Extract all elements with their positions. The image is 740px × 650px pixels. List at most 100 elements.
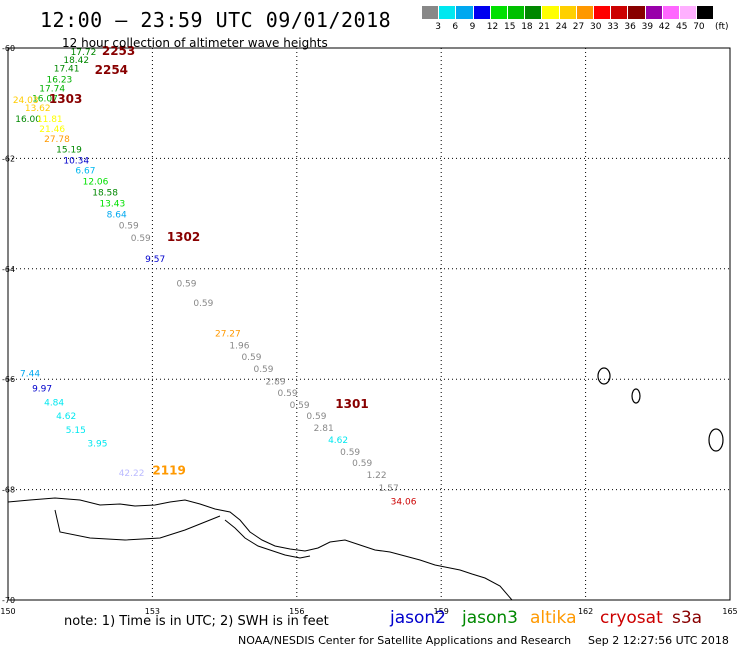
wave-height-label: 6.67 — [75, 166, 95, 176]
pass-time-label: 1302 — [167, 230, 200, 244]
wave-height-label: 1.22 — [367, 471, 387, 481]
color-scale-label: 24 — [555, 22, 568, 32]
wave-height-label: 10.34 — [63, 157, 89, 167]
wave-height-label: 4.62 — [56, 412, 76, 422]
color-scale-swatch — [645, 6, 662, 19]
wave-height-label: 7.44 — [20, 370, 40, 380]
color-scale-swatch — [542, 6, 559, 19]
map-frame — [7, 47, 731, 601]
wave-height-label: 12.06 — [83, 177, 109, 187]
wave-height-label: 4.84 — [44, 398, 64, 408]
color-scale-label: 33 — [607, 22, 619, 32]
wave-height-label: 27.27 — [215, 329, 241, 339]
lat-tick-label: -60 — [2, 44, 15, 53]
island-outline — [631, 388, 641, 404]
wave-height-label: 0.59 — [278, 389, 298, 399]
wave-height-label: 11.81 — [37, 115, 63, 125]
pass-time-label: 1303 — [49, 92, 82, 106]
lon-tick-label: 153 — [145, 607, 160, 616]
satellite-legend-altika: altika — [530, 608, 577, 628]
satellite-legend-jason2: jason2 — [390, 608, 446, 628]
lon-tick-label: 162 — [578, 607, 593, 616]
wave-height-label: 0.59 — [253, 365, 273, 375]
lon-tick-label: 156 — [289, 607, 304, 616]
wave-height-label: 1.96 — [229, 341, 249, 351]
color-scale-swatch — [628, 6, 645, 19]
wave-height-label: 16.07 — [32, 95, 58, 105]
wave-height-label: 13.62 — [25, 104, 51, 114]
wave-height-label: 21.46 — [39, 125, 65, 135]
color-scale-swatch — [422, 6, 439, 19]
island-outline — [708, 428, 724, 452]
wave-height-label: 17.74 — [39, 85, 65, 95]
satellite-legend-cryosat: cryosat — [600, 608, 663, 628]
page-subtitle: 12 hour collection of altimeter wave hei… — [62, 36, 328, 50]
color-scale-label: 27 — [572, 22, 585, 32]
color-scale-label: 9 — [469, 22, 476, 32]
wave-height-label: 0.59 — [119, 222, 139, 232]
lat-tick-label: -64 — [2, 265, 15, 274]
wave-height-label: 0.59 — [131, 234, 151, 244]
page-title: 12:00 – 23:59 UTC 09/01/2018 — [40, 8, 392, 32]
color-scale-swatch — [680, 6, 697, 19]
ice-shelf-edge — [54, 509, 221, 541]
color-scale-label: 15 — [504, 22, 516, 32]
color-scale-swatch — [508, 6, 525, 19]
lat-tick-label: -70 — [2, 596, 15, 605]
color-scale-label: 18 — [521, 22, 533, 32]
wave-height-label: 0.59 — [290, 401, 310, 411]
wave-height-label: 18.42 — [63, 56, 89, 66]
wave-height-label: 0.59 — [241, 353, 261, 363]
color-scale-swatch — [594, 6, 611, 19]
wave-height-label: 3.95 — [87, 440, 107, 450]
wave-height-label: 0.59 — [352, 459, 372, 469]
color-scale-label: 30 — [590, 22, 602, 32]
wave-height-label: 9.57 — [145, 255, 165, 265]
wave-height-label: 15.19 — [56, 145, 82, 155]
satellite-legend-s3a: s3a — [672, 608, 703, 628]
lon-tick-label: 150 — [0, 607, 15, 616]
wave-height-label: 0.59 — [340, 448, 360, 458]
wave-height-label: 16.23 — [47, 75, 73, 85]
color-scale-swatch — [662, 6, 679, 19]
lat-tick-label: -62 — [2, 154, 15, 163]
wave-height-label: 8.64 — [107, 211, 127, 221]
wave-height-label: 0.59 — [193, 299, 213, 309]
color-scale-label: 39 — [641, 22, 654, 32]
color-scale-swatch — [576, 6, 593, 19]
wave-height-label: 2.89 — [266, 377, 286, 387]
wave-height-label: 1.57 — [379, 484, 399, 494]
wave-height-label: 17.72 — [71, 48, 97, 58]
wave-height-label: 2.81 — [314, 424, 334, 434]
color-scale-label: 45 — [676, 22, 688, 32]
color-scale-label: 42 — [658, 22, 671, 32]
color-scale-swatch — [697, 6, 714, 19]
lon-tick-label: 165 — [722, 607, 737, 616]
color-scale-swatch — [473, 6, 490, 19]
color-scale-swatch — [611, 6, 628, 19]
pass-time-label: 2253 — [102, 44, 135, 58]
wave-height-label: 27.78 — [44, 135, 70, 145]
wave-height-label: 17.41 — [54, 64, 80, 74]
lat-tick-label: -68 — [2, 486, 15, 495]
color-scale-label: 3 — [435, 22, 441, 32]
wave-height-label: 18.58 — [92, 189, 118, 199]
color-scale-label: 21 — [538, 22, 550, 32]
wave-height-label: 16.00 — [15, 115, 41, 125]
pass-time-label: 2254 — [95, 63, 128, 77]
coastline — [7, 497, 513, 601]
wave-height-label: 24.03 — [13, 96, 39, 106]
color-scale-swatch — [439, 6, 456, 19]
color-scale-label: 6 — [452, 22, 459, 32]
lat-tick-label: -66 — [2, 375, 15, 384]
wave-height-label: 13.43 — [99, 200, 125, 210]
footer-note: note: 1) Time is in UTC; 2) SWH is in fe… — [64, 614, 329, 629]
color-scale-label: 36 — [624, 22, 636, 32]
wave-height-label: 34.06 — [391, 498, 417, 508]
wave-height-label: 0.59 — [176, 280, 196, 290]
wave-height-label: 0.59 — [306, 412, 326, 422]
lon-tick-label: 159 — [434, 607, 449, 616]
color-scale-label: 70 — [693, 22, 705, 32]
island-outline — [597, 367, 611, 385]
